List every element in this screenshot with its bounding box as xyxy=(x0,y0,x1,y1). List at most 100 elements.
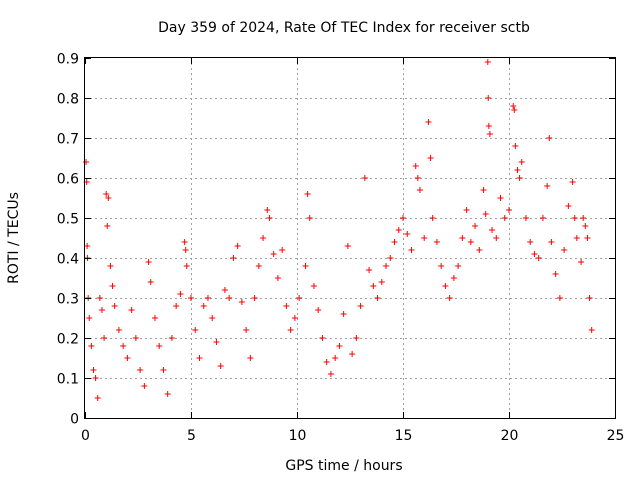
data-point xyxy=(518,159,525,165)
data-point xyxy=(188,295,194,301)
data-point xyxy=(446,295,453,301)
data-point xyxy=(92,375,99,381)
data-point xyxy=(586,295,593,301)
data-point xyxy=(493,235,500,241)
data-point xyxy=(511,107,518,113)
data-point xyxy=(83,159,90,165)
data-point xyxy=(571,215,578,221)
data-point xyxy=(105,195,112,201)
y-tick-label: 0.1 xyxy=(57,372,79,388)
data-point xyxy=(86,315,93,321)
data-point xyxy=(247,355,254,361)
y-tick-label: 0.2 xyxy=(57,332,79,348)
data-point xyxy=(582,223,589,229)
data-point xyxy=(132,335,139,341)
data-point xyxy=(200,303,207,309)
data-point xyxy=(104,223,111,229)
data-point xyxy=(264,207,271,213)
data-point xyxy=(266,215,273,221)
data-point xyxy=(283,303,290,309)
data-point xyxy=(101,335,108,341)
data-point xyxy=(476,247,483,253)
data-point xyxy=(213,339,220,345)
x-tick-label: 5 xyxy=(187,428,196,444)
data-point xyxy=(588,327,595,333)
data-point xyxy=(510,103,517,109)
data-point xyxy=(164,391,171,397)
data-point xyxy=(291,315,298,321)
data-point xyxy=(226,295,233,301)
data-point xyxy=(546,135,553,141)
data-point xyxy=(506,207,512,213)
data-point xyxy=(168,335,175,341)
data-point xyxy=(230,255,237,261)
axis-ticks: 0 0.1 0.2 0.3 0.4 0.5 0.6 0.7 0.8 0.9 0 5 10 15 20 25 xyxy=(57,52,625,445)
data-point xyxy=(370,283,377,289)
data-point xyxy=(463,207,470,213)
data-point xyxy=(332,355,339,361)
y-tick-label: 0.5 xyxy=(57,212,79,228)
data-point xyxy=(387,255,394,261)
y-tick-label: 0.3 xyxy=(57,292,79,308)
data-point xyxy=(489,227,496,233)
data-point xyxy=(578,259,585,265)
data-point xyxy=(404,231,411,237)
data-point xyxy=(485,123,492,129)
data-point xyxy=(361,175,368,181)
data-point xyxy=(573,235,580,241)
data-point xyxy=(274,275,281,281)
data-point xyxy=(251,295,258,301)
data-point xyxy=(516,175,523,181)
plot-area-frame xyxy=(84,57,616,419)
data-point xyxy=(107,263,114,269)
data-point xyxy=(539,215,546,221)
data-point xyxy=(425,119,432,125)
data-point xyxy=(501,215,508,221)
data-point xyxy=(196,355,203,361)
data-point xyxy=(383,263,390,269)
data-point xyxy=(160,367,167,373)
data-point xyxy=(349,351,356,357)
data-point xyxy=(485,95,492,101)
data-point xyxy=(315,307,322,313)
data-point xyxy=(527,239,534,245)
data-point xyxy=(124,355,131,361)
data-point xyxy=(98,307,105,313)
data-point xyxy=(344,243,351,249)
data-point xyxy=(497,195,504,201)
data-point xyxy=(400,215,406,221)
data-point xyxy=(391,239,398,245)
data-point xyxy=(128,307,135,313)
data-point xyxy=(96,295,103,301)
data-point xyxy=(522,215,529,221)
x-tick-label: 10 xyxy=(289,428,307,444)
data-point xyxy=(182,247,189,253)
data-point xyxy=(531,251,538,257)
data-point xyxy=(156,343,163,349)
data-point xyxy=(450,275,457,281)
data-point xyxy=(336,343,343,349)
data-point xyxy=(408,247,415,253)
data-point xyxy=(427,155,434,161)
data-point xyxy=(395,227,402,233)
data-point xyxy=(260,235,267,241)
data-point xyxy=(378,279,385,285)
data-point xyxy=(357,303,364,309)
data-point xyxy=(455,263,462,269)
data-point xyxy=(438,263,445,269)
data-point xyxy=(319,335,326,341)
data-point xyxy=(238,299,245,305)
y-tick-label: 0.4 xyxy=(57,252,79,268)
data-point xyxy=(115,327,122,333)
data-point xyxy=(192,327,199,333)
data-point xyxy=(421,235,428,241)
data-point xyxy=(480,187,487,193)
y-tick-label: 0.6 xyxy=(57,172,79,188)
data-point xyxy=(173,303,180,309)
data-point xyxy=(234,243,241,249)
data-point xyxy=(141,383,148,389)
data-point xyxy=(310,283,317,289)
y-tick-label: 0.8 xyxy=(57,92,79,108)
data-point xyxy=(374,295,381,301)
